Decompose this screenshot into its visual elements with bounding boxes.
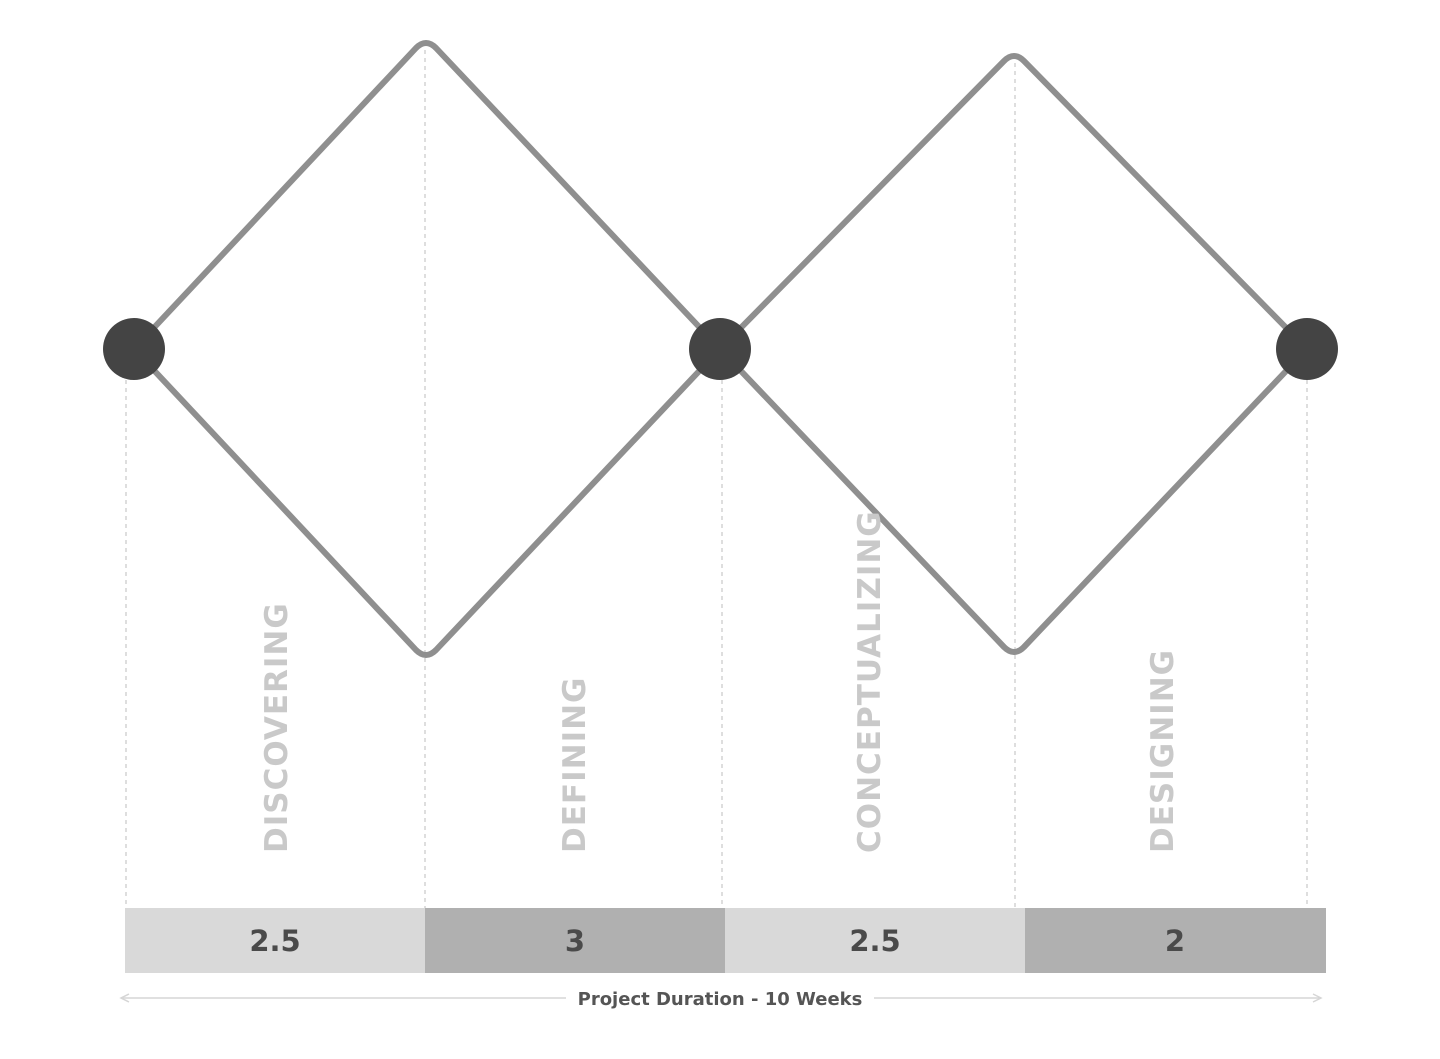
week-bar-discovering [125,908,425,973]
node-middle [689,318,751,380]
nodes [103,318,1338,380]
phase-labels: DISCOVERING DEFINING CONCEPTUALIZING DES… [259,510,1181,853]
phase-label-designing: DESIGNING [1145,649,1181,853]
guide-lines [125,42,1308,908]
week-value-defining: 3 [565,924,585,958]
phase-label-conceptualizing: CONCEPTUALIZING [852,510,888,853]
phase-label-discovering: DISCOVERING [259,602,295,853]
diamond-1 [131,40,723,658]
week-bar-defining [425,908,725,973]
week-value-discovering: 2.5 [249,924,300,958]
project-duration-label: Project Duration - 10 Weeks [578,989,863,1010]
arrow-left-icon [119,993,130,1003]
node-end [1276,318,1338,380]
diamond-2 [717,53,1310,655]
phase-label-defining: DEFINING [557,677,593,854]
week-value-designing: 2 [1165,924,1185,958]
week-bar-designing [1025,908,1326,973]
arrow-right-icon [1312,993,1323,1003]
duration-arrow [119,993,1323,1003]
week-bar-conceptualizing [725,908,1025,973]
node-start [103,318,165,380]
week-bars: 2.5 3 2.5 2 [125,908,1326,973]
week-value-conceptualizing: 2.5 [849,924,900,958]
